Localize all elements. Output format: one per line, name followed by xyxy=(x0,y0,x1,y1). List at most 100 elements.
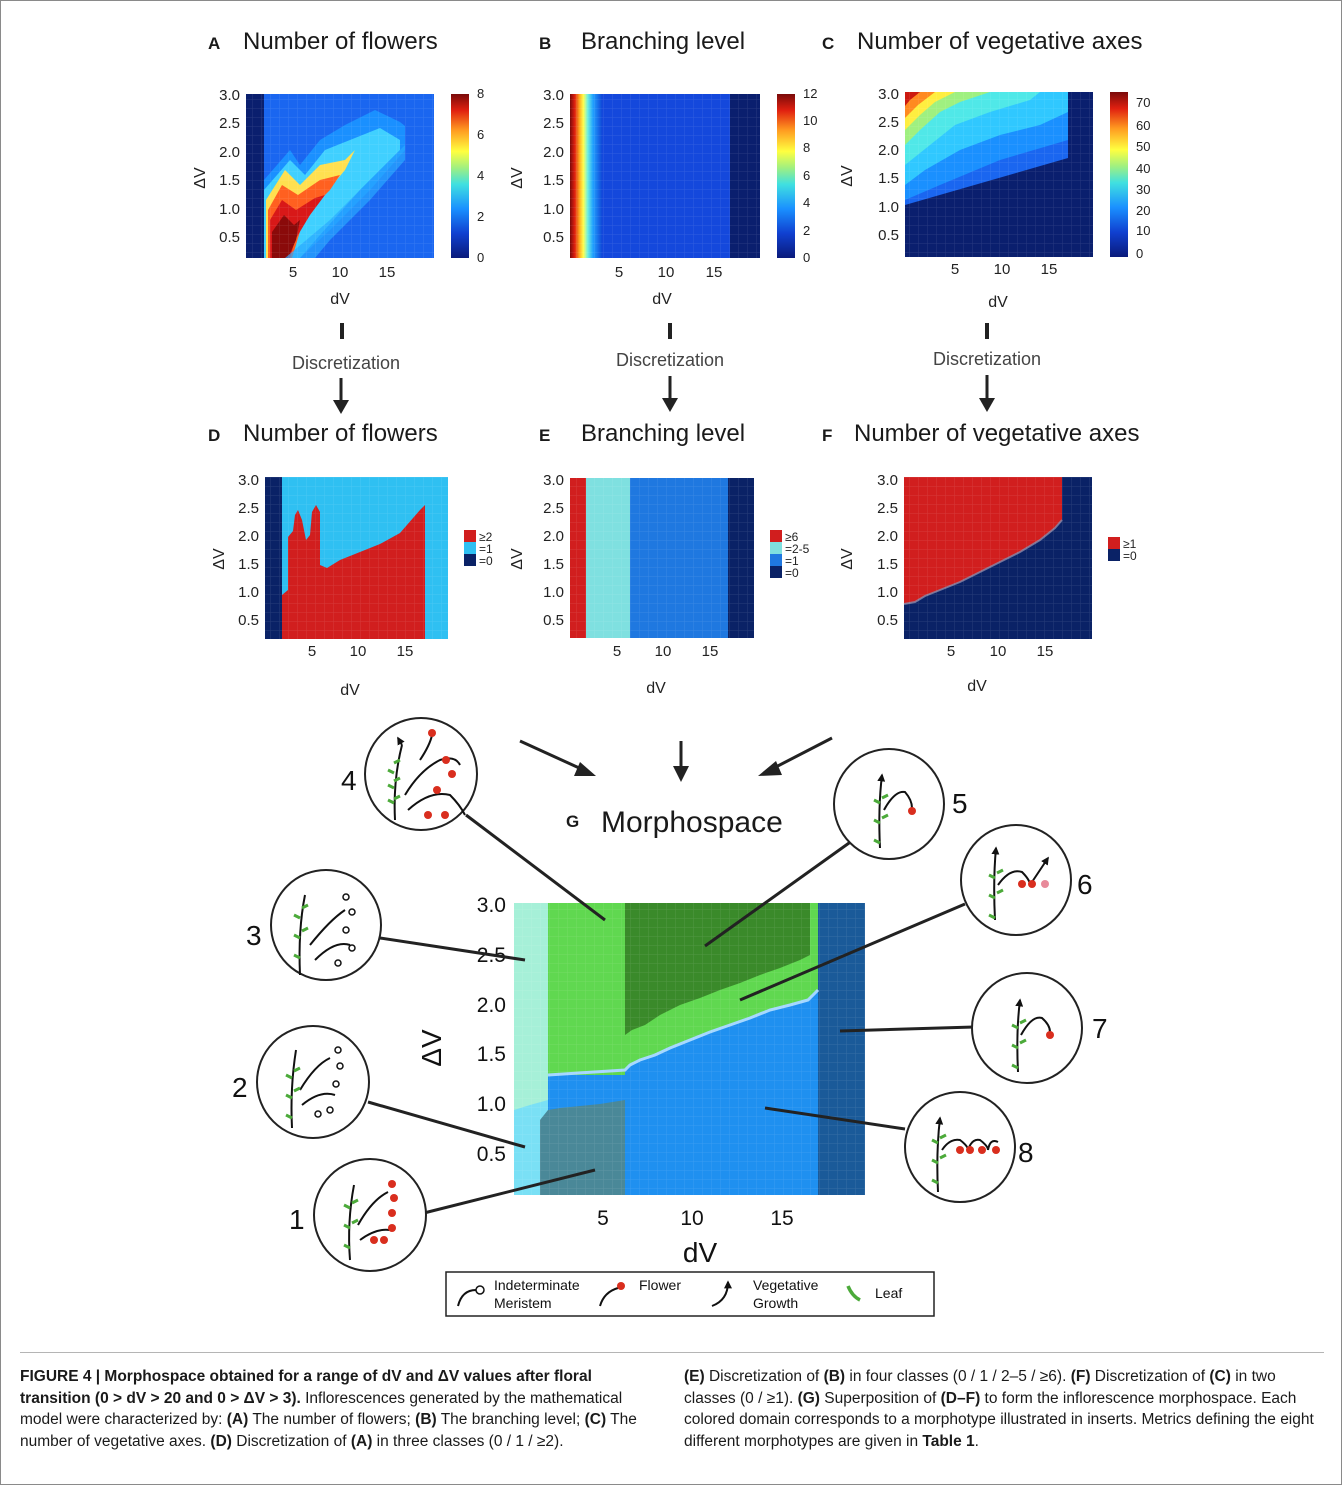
svg-text:12: 12 xyxy=(803,86,817,101)
svg-text:Discretization: Discretization xyxy=(933,349,1041,369)
caption-run: (A) xyxy=(226,1411,249,1428)
svg-text:3.0: 3.0 xyxy=(878,86,899,103)
x-axis-label: dV xyxy=(967,678,987,695)
caption-run: (C) xyxy=(584,1411,607,1428)
x-axis-e: 5 10 15 dV xyxy=(613,643,719,697)
caption-divider xyxy=(20,1352,1324,1353)
legend-d: ≥2 =1 =0 xyxy=(464,530,493,568)
svg-text:6: 6 xyxy=(803,168,810,183)
svg-text:Growth: Growth xyxy=(753,1295,798,1311)
svg-text:0: 0 xyxy=(1136,246,1143,261)
svg-text:Meristem: Meristem xyxy=(494,1295,552,1311)
svg-text:10: 10 xyxy=(994,261,1011,278)
svg-text:6: 6 xyxy=(477,127,484,142)
caption-run: values after floral transition (0 > xyxy=(20,1368,592,1407)
svg-text:Discretization: Discretization xyxy=(292,353,400,373)
heatmap-d xyxy=(265,477,448,639)
svg-text:3.0: 3.0 xyxy=(219,87,240,104)
caption-run: Table 1 xyxy=(922,1432,975,1450)
svg-text:1.5: 1.5 xyxy=(877,556,898,573)
panel-title: Number of vegetative axes xyxy=(854,420,1139,447)
svg-text:50: 50 xyxy=(1136,139,1150,154)
y-axis-g: 3.0 2.5 2.0 1.5 1.0 0.5 ΔV xyxy=(416,894,506,1166)
morphotype-6 xyxy=(960,824,1072,936)
x-axis-d: 5 10 15 dV xyxy=(308,643,414,699)
x-axis-g: 5 10 15 dV xyxy=(597,1207,794,1268)
svg-text:2.0: 2.0 xyxy=(477,994,506,1017)
caption-run: (C) xyxy=(1209,1368,1231,1385)
svg-text:1.0: 1.0 xyxy=(238,584,259,601)
svg-text:5: 5 xyxy=(308,643,316,660)
x-axis-c: 5 10 15 dV xyxy=(951,261,1058,311)
caption-run: (G) xyxy=(797,1389,820,1407)
svg-text:Discretization: Discretization xyxy=(616,350,724,370)
leaf-icon xyxy=(846,1285,861,1302)
x-axis-label: dV xyxy=(683,1237,718,1268)
morphotype-label-3: 3 xyxy=(246,920,262,951)
svg-text:5: 5 xyxy=(289,264,297,281)
caption-run: Discretization of xyxy=(231,1432,351,1450)
caption-run: (E) xyxy=(684,1368,705,1385)
morphotype-1 xyxy=(313,1158,427,1272)
svg-text:0.5: 0.5 xyxy=(219,229,240,246)
svg-text:3.0: 3.0 xyxy=(543,87,564,104)
svg-text:1.5: 1.5 xyxy=(543,556,564,573)
svg-text:≥6: ≥6 xyxy=(785,530,799,544)
svg-text:5: 5 xyxy=(597,1207,609,1230)
heatmap-e xyxy=(570,478,754,638)
svg-text:2.0: 2.0 xyxy=(877,528,898,545)
caption-run: in four classes (0 / 1 / 2–5 / ≥6). xyxy=(845,1368,1071,1385)
svg-text:5: 5 xyxy=(615,264,623,281)
svg-text:10: 10 xyxy=(658,264,675,281)
caption-run: Inflorescences generated by the mathemat… xyxy=(20,1389,623,1429)
y-axis-label: ΔV xyxy=(211,548,228,570)
morphotype-label-5: 5 xyxy=(952,788,968,819)
x-axis-f: 5 10 15 dV xyxy=(947,643,1054,695)
x-axis-label: dV xyxy=(988,294,1008,311)
svg-text:2.0: 2.0 xyxy=(219,144,240,161)
caption-run: dV xyxy=(126,1389,147,1407)
caption-run: dV xyxy=(381,1368,402,1385)
y-axis-label: ΔV xyxy=(509,167,526,189)
svg-text:1.5: 1.5 xyxy=(878,170,899,187)
svg-text:5: 5 xyxy=(947,643,955,660)
colorbar-a: 0 2 4 6 8 xyxy=(451,86,484,265)
svg-text:10: 10 xyxy=(990,643,1007,660)
svg-text:2.0: 2.0 xyxy=(543,528,564,545)
svg-text:Indeterminate: Indeterminate xyxy=(494,1277,580,1293)
y-axis-label: ΔV xyxy=(416,1029,447,1067)
svg-text:Leaf: Leaf xyxy=(875,1285,902,1301)
morphotype-2 xyxy=(256,1025,370,1139)
svg-text:2: 2 xyxy=(803,223,810,238)
caption-run: > 3). xyxy=(265,1389,301,1407)
svg-text:15: 15 xyxy=(706,264,723,281)
panel-letter: B xyxy=(539,34,551,53)
svg-text:0.5: 0.5 xyxy=(877,612,898,629)
svg-text:0.5: 0.5 xyxy=(477,1143,506,1166)
y-axis-b: 3.0 2.5 2.0 1.5 1.0 0.5 ΔV xyxy=(509,87,564,246)
svg-text:≥2: ≥2 xyxy=(479,530,493,544)
svg-text:1.5: 1.5 xyxy=(238,556,259,573)
heatmap-c xyxy=(905,92,1093,257)
discretization-arrow-c: Discretization xyxy=(933,323,1041,412)
caption-run: Discretization of xyxy=(1090,1368,1210,1385)
caption-run: V xyxy=(448,1368,460,1385)
svg-text:70: 70 xyxy=(1136,95,1150,110)
caption-run: (B) xyxy=(823,1368,846,1385)
panel-letter: C xyxy=(822,34,834,53)
svg-text:0.5: 0.5 xyxy=(878,227,899,244)
caption-run: in two classes (0 / ≥1). xyxy=(684,1368,1276,1407)
svg-text:2.0: 2.0 xyxy=(543,144,564,161)
caption-run: The number of flowers; xyxy=(248,1411,416,1428)
morphotype-label-8: 8 xyxy=(1018,1137,1034,1168)
morphospace-map xyxy=(514,903,865,1195)
svg-text:10: 10 xyxy=(803,113,817,128)
leader-lines xyxy=(367,813,975,1216)
svg-text:3.0: 3.0 xyxy=(543,472,564,489)
svg-text:3.0: 3.0 xyxy=(477,894,506,917)
svg-text:1.0: 1.0 xyxy=(543,584,564,601)
svg-text:2.5: 2.5 xyxy=(543,500,564,517)
svg-text:Vegetative: Vegetative xyxy=(753,1277,819,1293)
